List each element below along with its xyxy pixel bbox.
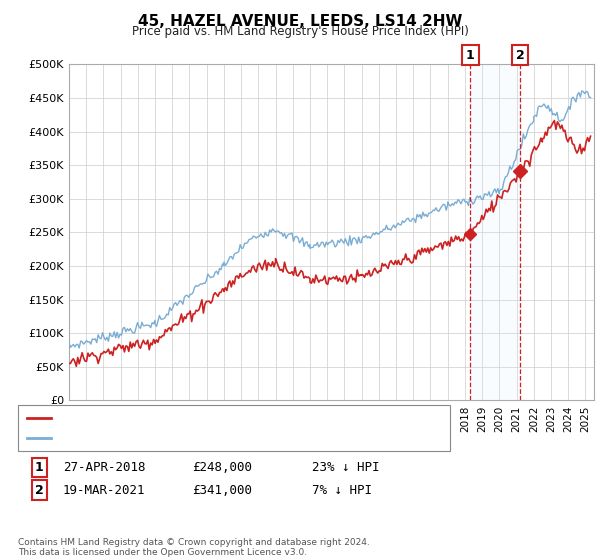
Text: 23% ↓ HPI: 23% ↓ HPI — [312, 461, 380, 474]
Text: Contains HM Land Registry data © Crown copyright and database right 2024.
This d: Contains HM Land Registry data © Crown c… — [18, 538, 370, 557]
Text: £248,000: £248,000 — [192, 461, 252, 474]
Text: Price paid vs. HM Land Registry's House Price Index (HPI): Price paid vs. HM Land Registry's House … — [131, 25, 469, 38]
Text: 2: 2 — [35, 483, 43, 497]
Text: 1: 1 — [35, 461, 43, 474]
Text: 27-APR-2018: 27-APR-2018 — [63, 461, 146, 474]
Text: 45, HAZEL AVENUE, LEEDS, LS14 2HW (detached house): 45, HAZEL AVENUE, LEEDS, LS14 2HW (detac… — [57, 411, 390, 424]
Bar — [470, 64, 520, 400]
Text: HPI: Average price, detached house, Leeds: HPI: Average price, detached house, Leed… — [57, 431, 310, 445]
Text: 19-MAR-2021: 19-MAR-2021 — [63, 483, 146, 497]
Text: 2: 2 — [516, 49, 525, 62]
Text: 7% ↓ HPI: 7% ↓ HPI — [312, 483, 372, 497]
Text: 45, HAZEL AVENUE, LEEDS, LS14 2HW: 45, HAZEL AVENUE, LEEDS, LS14 2HW — [138, 14, 462, 29]
Text: 1: 1 — [466, 49, 475, 62]
Text: £341,000: £341,000 — [192, 483, 252, 497]
